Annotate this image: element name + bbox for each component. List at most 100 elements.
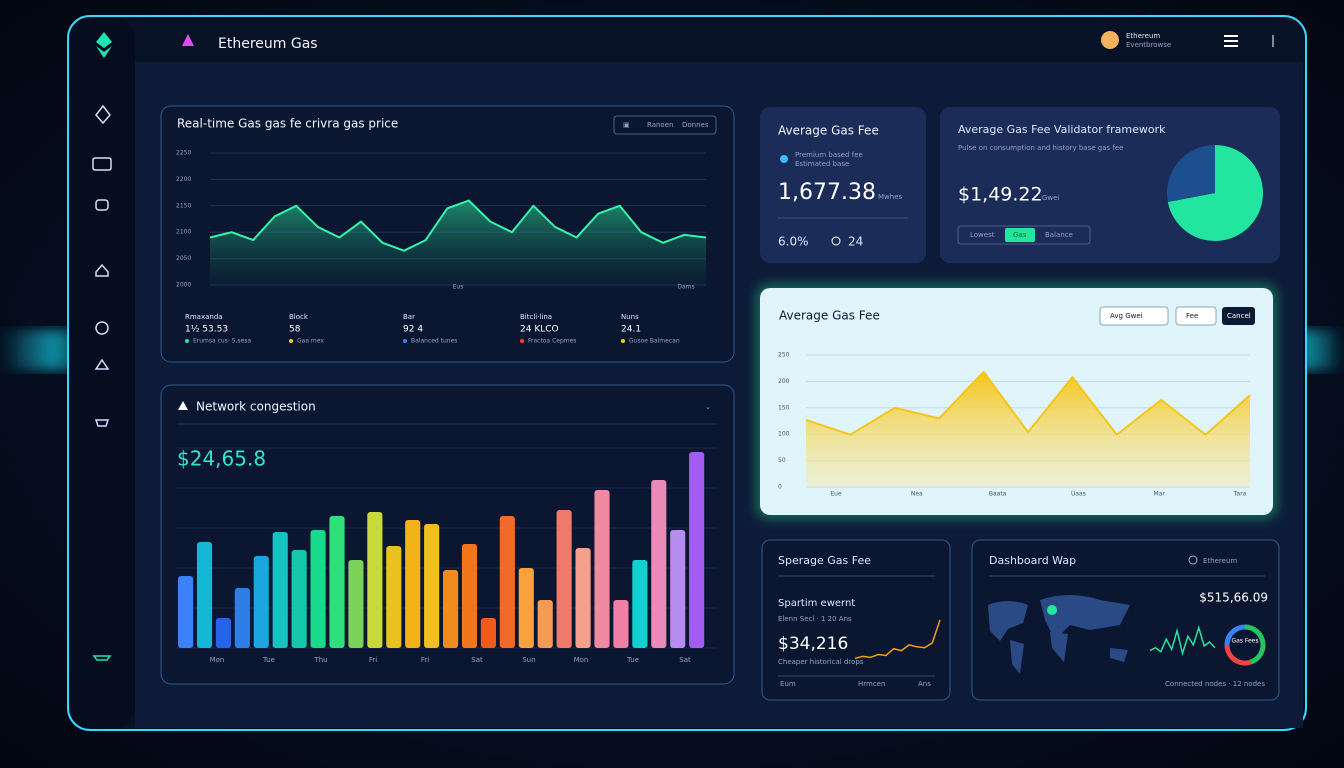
nav-icon[interactable]	[94, 358, 110, 370]
world-map	[988, 595, 1130, 674]
y-tick-label: 2200	[176, 176, 191, 183]
bar	[518, 568, 534, 648]
x-tick-label: Uaas	[1071, 491, 1086, 498]
app-icon	[182, 34, 194, 46]
button-label: Cancel	[1227, 312, 1251, 320]
x-tick-label: Eue	[830, 491, 842, 498]
sparkline	[1149, 625, 1216, 657]
y-tick-label: 50	[778, 457, 786, 464]
card-sub: Estimated base	[795, 160, 849, 168]
badge: Ethereum	[1203, 557, 1237, 565]
sparkline	[854, 619, 941, 660]
menu-button[interactable]	[1224, 35, 1238, 47]
area-fill	[806, 371, 1250, 487]
y-tick-label: 250	[778, 352, 790, 359]
stat-dot	[403, 339, 407, 343]
tab-active	[1005, 228, 1035, 242]
bar	[689, 452, 705, 648]
stat-value: 24.1	[621, 325, 641, 335]
nav-icon[interactable]	[92, 157, 112, 171]
card-unit: Gwei	[1042, 194, 1059, 202]
y-tick-label: 2000	[176, 282, 191, 289]
button[interactable]: Donnes	[682, 121, 709, 129]
x-tick-label: Thu	[313, 656, 327, 664]
bar	[613, 600, 629, 648]
stat-note: Fractoa Cepmes	[528, 338, 576, 345]
card-title: Sperage Gas Fee	[778, 554, 871, 567]
bar	[272, 532, 288, 648]
bar	[405, 520, 421, 648]
bar	[499, 516, 515, 648]
nav-icon[interactable]	[94, 419, 110, 427]
bar	[556, 510, 572, 648]
bar	[386, 546, 402, 648]
y-tick-label: 2050	[176, 255, 191, 262]
map-node[interactable]	[1047, 605, 1057, 615]
panel-title: Real-time Gas gas fe crivra gas price	[177, 117, 398, 131]
line	[209, 199, 707, 252]
button-label: Avg Gwei	[1110, 312, 1143, 320]
tab[interactable]: Gas	[1013, 231, 1027, 239]
button[interactable]	[1175, 306, 1217, 326]
card-label: Spartim ewernt	[778, 598, 855, 609]
area-fill	[210, 200, 706, 285]
stat-value: 58	[289, 325, 301, 335]
bar	[594, 490, 610, 648]
card-value: 1,677.38	[778, 180, 876, 205]
x-tick-label: Dams	[677, 284, 694, 291]
x-tick-label: Fri	[421, 656, 429, 664]
stat-label: Nuns	[621, 313, 639, 321]
sidebar	[70, 18, 135, 728]
stat-value: 24 KLCO	[520, 325, 559, 335]
stat-dot	[185, 339, 189, 343]
icon	[831, 236, 841, 246]
bar	[461, 544, 478, 648]
nav-icon[interactable]	[95, 199, 109, 211]
x-tick-label: Sat	[471, 656, 483, 664]
x-label: Hrmcen	[858, 680, 885, 688]
stat-dot	[520, 339, 524, 343]
avatar[interactable]	[1101, 31, 1119, 49]
stat-value: 92 4	[403, 325, 423, 335]
nav-icon[interactable]	[92, 655, 112, 661]
x-tick-label: Tue	[626, 656, 639, 664]
tab[interactable]: Lowest	[970, 231, 995, 239]
stat-note: Erumsa cus· 5,sesa	[193, 338, 251, 345]
bar	[178, 576, 194, 648]
user-role: Eventbrowse	[1126, 41, 1171, 49]
button[interactable]	[1099, 306, 1169, 326]
x-tick-label: Sun	[522, 656, 535, 664]
donut-label: Gas Fees	[1232, 638, 1259, 645]
stat-label: Bitcli·lina	[520, 313, 552, 321]
nav-icon[interactable]	[95, 263, 109, 277]
stat-note: Balanced tunes	[411, 338, 457, 345]
total: $24,65.8	[177, 447, 266, 471]
y-tick-label: 150	[778, 404, 790, 411]
card-title: Dashboard Wap	[989, 554, 1076, 567]
y-tick-label: 100	[778, 431, 790, 438]
stat-note: Gaa mex	[297, 338, 324, 345]
bar	[632, 560, 648, 648]
bar	[310, 530, 326, 648]
bar	[291, 550, 307, 648]
card-value: $34,216	[778, 634, 848, 654]
x-tick-label: Mon	[210, 656, 225, 664]
chevron[interactable]: ⌄	[705, 403, 711, 411]
nav-icon[interactable]	[95, 321, 109, 335]
stat-note: Gusoe Balmecan	[629, 338, 680, 345]
logo[interactable]	[96, 32, 112, 58]
x-tick-label: Tara	[1233, 491, 1247, 498]
card	[761, 539, 951, 701]
nav-icon[interactable]	[95, 104, 111, 125]
donut-segment	[1244, 624, 1266, 665]
button-group	[613, 115, 717, 135]
bar	[367, 512, 383, 648]
button[interactable]: Ranoen	[647, 121, 673, 129]
x-tick-label: Baata	[989, 491, 1007, 498]
button[interactable]	[1222, 307, 1255, 325]
x-label: Ans	[918, 680, 931, 688]
bar	[424, 524, 440, 648]
x-label: Eum	[780, 680, 796, 688]
tab[interactable]: Balance	[1045, 231, 1073, 239]
